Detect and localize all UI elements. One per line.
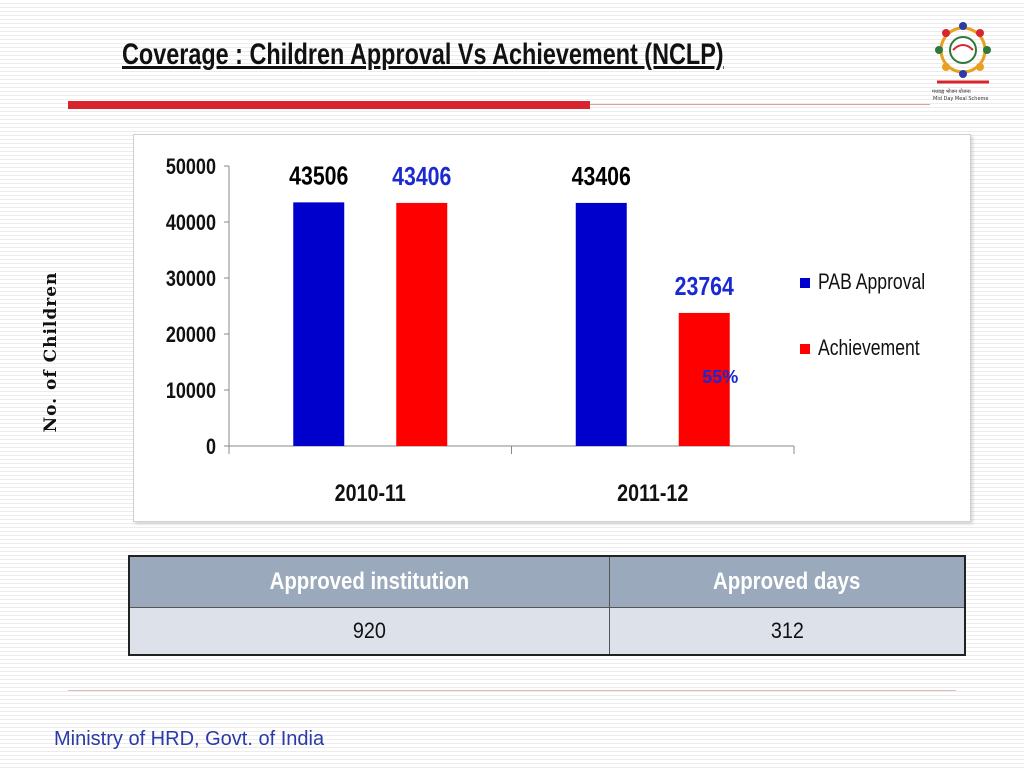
legend-swatch	[800, 344, 810, 354]
approval-table: Approved institution Approved days 920 3…	[128, 555, 966, 656]
legend-swatch	[800, 278, 810, 288]
table-header-row: Approved institution Approved days	[128, 555, 966, 608]
y-tick-label: 30000	[166, 267, 216, 291]
title-red-rule	[68, 101, 590, 109]
data-label: 23764	[675, 272, 735, 302]
mid-day-meal-logo-icon	[927, 18, 999, 104]
footer-text: Ministry of HRD, Govt. of India	[54, 728, 325, 750]
legend-label: Achievement	[818, 336, 920, 360]
table-header-days: Approved days	[608, 555, 966, 608]
footer-rule	[68, 690, 956, 691]
y-tick-label: 50000	[166, 155, 216, 179]
bar-chart: 0 10000 20000 30000 40000 50000 43506 43406 2010…	[166, 155, 925, 506]
y-axis-label-container: No. of Children	[37, 252, 65, 452]
table-cell-days: 312	[608, 607, 966, 656]
table-row: 920 312	[128, 607, 966, 656]
x-tick-label: 2010-11	[335, 479, 406, 506]
data-label: 43406	[392, 162, 451, 192]
logo-text-english: Mid Day Meal Scheme	[933, 96, 989, 102]
bar-achievement	[678, 312, 730, 446]
y-axis-label: No. of Children	[41, 271, 61, 433]
data-label: 43506	[289, 161, 348, 191]
annotation-label: 55%	[702, 367, 738, 387]
bar-pab-approval	[575, 202, 627, 446]
slide-title: Coverage : Children Approval Vs Achievem…	[122, 38, 724, 71]
title-thin-rule	[590, 104, 930, 105]
y-tick-label: 20000	[166, 323, 216, 347]
table-cell-institution: 920	[128, 607, 610, 656]
y-tick-label: 40000	[166, 211, 216, 235]
bar-achievement	[396, 202, 448, 446]
bar-pab-approval	[293, 202, 345, 446]
logo-text-hindi: मध्याह्न भोजन योजना	[932, 89, 971, 95]
data-label: 43406	[572, 162, 631, 192]
y-tick-label: 10000	[166, 379, 216, 403]
x-tick-label: 2011-12	[617, 479, 688, 506]
table-header-institution: Approved institution	[128, 555, 610, 608]
legend-label: PAB Approval	[818, 270, 925, 294]
chart-area: 0 10000 20000 30000 40000 50000 43506 43406 2010…	[133, 134, 971, 522]
y-tick-label: 0	[206, 435, 216, 459]
